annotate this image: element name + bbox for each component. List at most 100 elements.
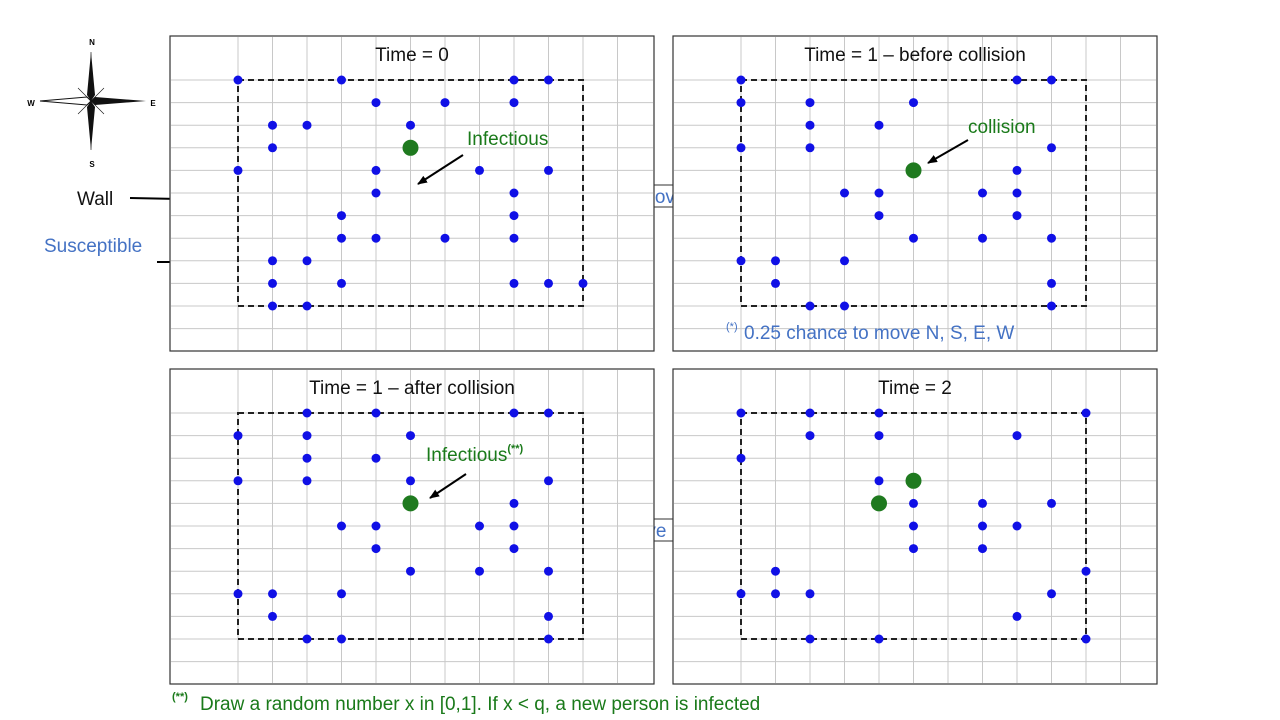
susceptible-dot (544, 75, 553, 85)
susceptible-dot (406, 431, 415, 441)
susceptible-dot (233, 431, 243, 441)
susceptible-dot (909, 544, 918, 554)
susceptible-dot (337, 211, 346, 221)
susceptible-dot (805, 634, 815, 644)
susceptible-dot (909, 521, 918, 531)
susceptible-dot (874, 120, 884, 130)
susceptible-dot (874, 476, 884, 486)
susceptible-dot (371, 165, 381, 175)
susceptible-dot (1012, 188, 1022, 198)
susceptible-dot (302, 408, 312, 418)
susceptible-dot (840, 188, 849, 198)
susceptible-dot (440, 233, 450, 243)
susceptible-dot (268, 120, 277, 130)
susceptible-dot (805, 589, 815, 599)
susceptible-dot (978, 188, 987, 198)
grid-panel: Time = 1 – before collision collision (672, 35, 1158, 352)
susceptible-dot (337, 278, 346, 288)
susceptible-dot (406, 476, 415, 486)
susceptible-dot (909, 98, 918, 108)
compass-east: E (150, 99, 156, 108)
annotation-arrow (927, 139, 969, 164)
infectious-dot (905, 472, 922, 489)
susceptible-dot (1081, 634, 1091, 644)
susceptible-dot (840, 301, 849, 311)
panel-title: Time = 2 (878, 378, 952, 399)
susceptible-dot (406, 566, 415, 576)
susceptible-dot (544, 566, 553, 576)
susceptible-dot (371, 408, 381, 418)
footnote-star: (**) (172, 691, 188, 703)
susceptible-dot (874, 408, 884, 418)
susceptible-dot (337, 634, 346, 644)
susceptible-dot (1047, 75, 1056, 85)
susceptible-dot (544, 476, 553, 486)
susceptible-dot (509, 233, 519, 243)
susceptible-dot (406, 120, 415, 130)
susceptible-dot (805, 431, 815, 441)
susceptible-dot (371, 453, 381, 463)
susceptible-dot (268, 256, 277, 266)
annotation-superscript: (**) (507, 443, 523, 455)
susceptible-dot (1047, 498, 1056, 508)
susceptible-dot (978, 521, 987, 531)
susceptible-dot (544, 634, 553, 644)
wall-boundary (237, 412, 584, 640)
panel-title: Time = 0 (375, 45, 449, 66)
susceptible-dot (978, 498, 987, 508)
susceptible-dot (337, 521, 346, 531)
susceptible-dot (909, 498, 918, 508)
susceptible-dot (1012, 521, 1022, 531)
susceptible-dot (337, 233, 346, 243)
susceptible-dot (1081, 566, 1091, 576)
susceptible-dot (736, 589, 746, 599)
wall-boundary (740, 79, 1087, 307)
grid-panel: Time = 1 – after collision Infectious(**) (169, 368, 655, 685)
susceptible-dot (736, 98, 746, 108)
susceptible-dot (1012, 165, 1022, 175)
susceptible-dot (1047, 233, 1056, 243)
susceptible-dot (1081, 408, 1091, 418)
panel-title: Time = 1 – before collision (804, 45, 1026, 66)
susceptible-dot (302, 431, 312, 441)
annotation-arrow (429, 473, 467, 499)
move-note-star: (*) (726, 321, 738, 333)
compass-south: S (89, 160, 95, 169)
panels: Time = 0 Infectious Time = 1 – before coll… (169, 35, 1158, 685)
susceptible-dot (544, 278, 553, 288)
susceptible-dot (1012, 431, 1022, 441)
susceptible-dot (233, 589, 243, 599)
compass-west: W (27, 99, 35, 108)
susceptible-dot (509, 498, 519, 508)
susceptible-dot (578, 278, 588, 288)
susceptible-dot (805, 408, 815, 418)
susceptible-dot (268, 611, 277, 621)
susceptible-dot (371, 188, 381, 198)
susceptible-dot (544, 165, 553, 175)
susceptible-dot (302, 634, 312, 644)
panel-annotation: Infectious (467, 129, 548, 150)
susceptible-dot (509, 75, 519, 85)
susceptible-dot (874, 634, 884, 644)
susceptible-dot (1047, 278, 1056, 288)
susceptible-dot (771, 566, 780, 576)
susceptible-dot (805, 98, 815, 108)
susceptible-dot (371, 233, 381, 243)
panel-annotation: Infectious(**) (426, 443, 524, 466)
susceptible-dot (1047, 143, 1056, 153)
susceptible-dot (736, 75, 746, 85)
susceptible-dot (771, 589, 780, 599)
susceptible-dot (440, 98, 450, 108)
infectious-dot (871, 495, 887, 512)
susceptible-dot (736, 256, 746, 266)
susceptible-dot (233, 75, 243, 85)
susceptible-dot (509, 278, 519, 288)
susceptible-dot (805, 301, 815, 311)
panel-title: Time = 1 – after collision (309, 378, 515, 399)
susceptible-label: Susceptible (44, 236, 142, 257)
wall-boundary (740, 412, 1087, 640)
susceptible-dot (1047, 301, 1056, 311)
susceptible-dot (475, 165, 484, 175)
susceptible-dot (1047, 589, 1056, 599)
susceptible-dot (371, 98, 381, 108)
